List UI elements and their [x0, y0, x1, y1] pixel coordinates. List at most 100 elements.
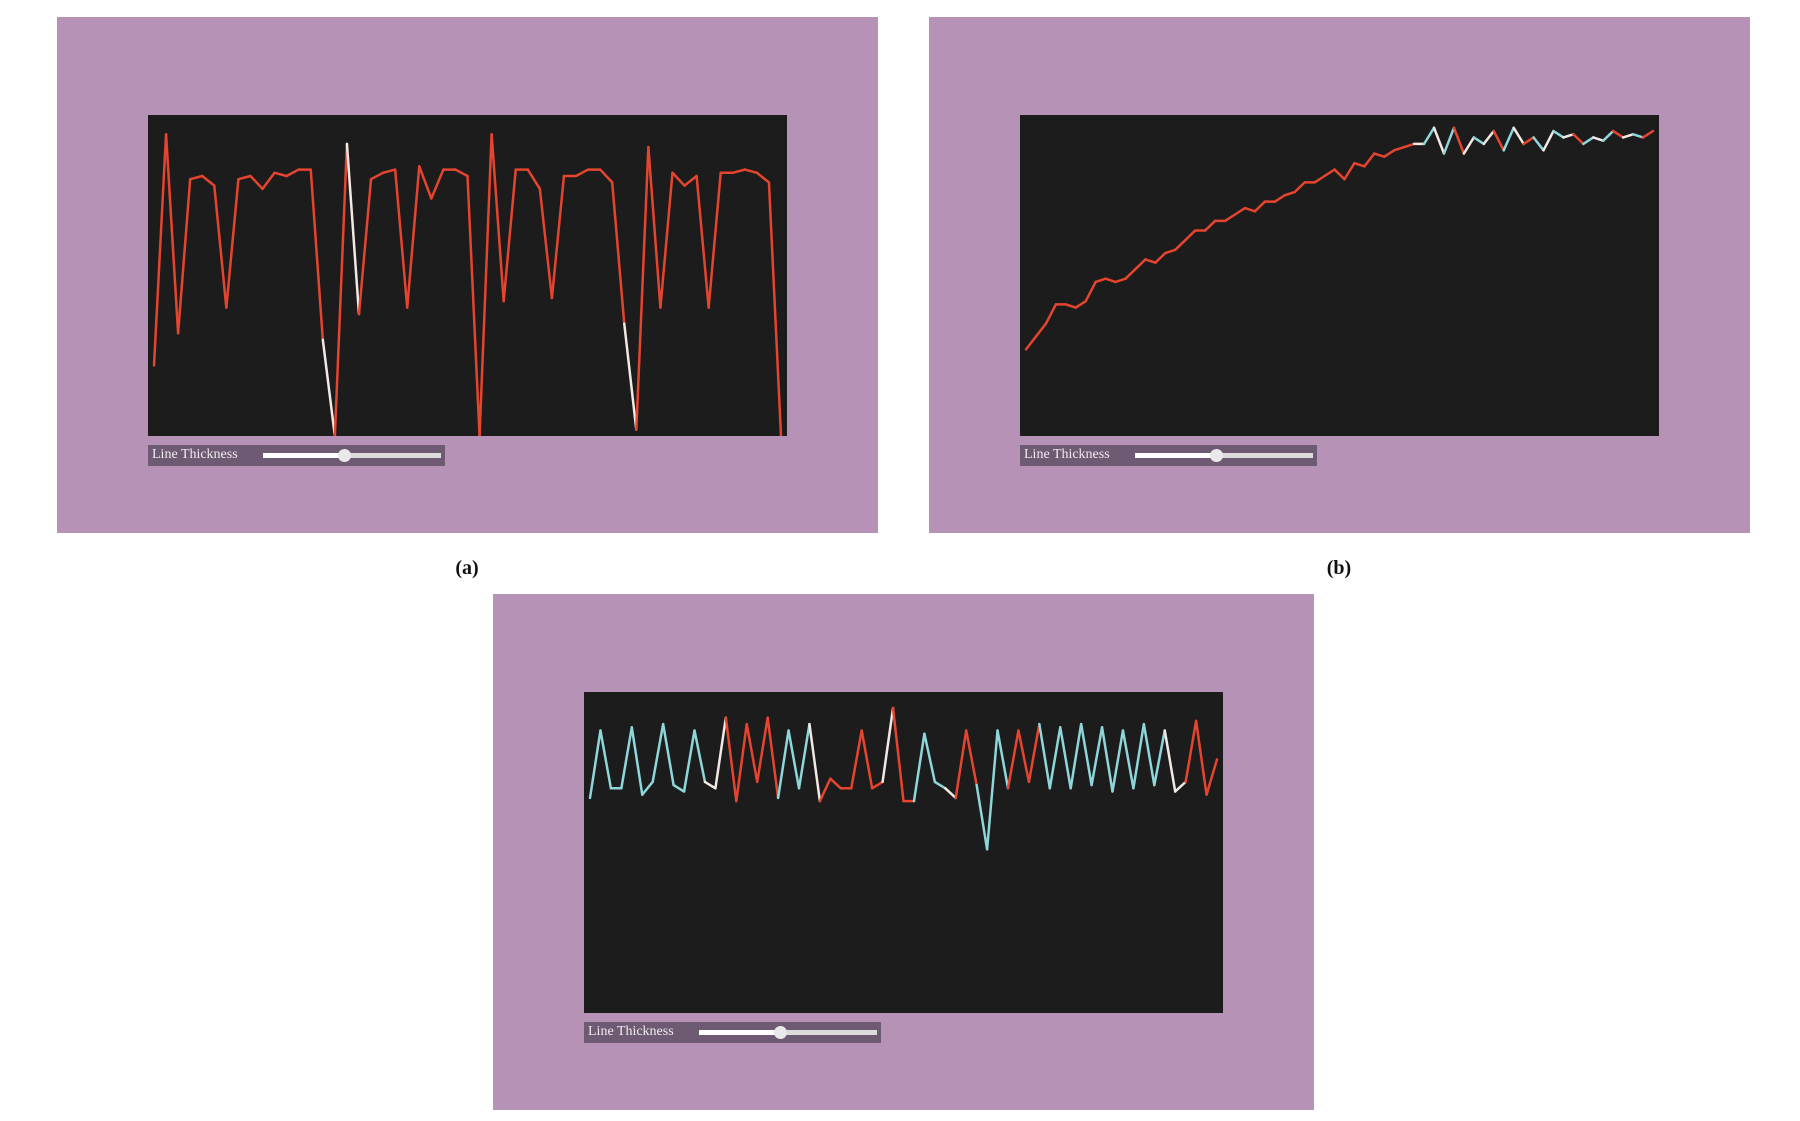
line-segment	[381, 168, 397, 175]
line-segment	[743, 168, 759, 175]
panel: Line Thickness	[57, 17, 878, 533]
line-segment	[1542, 129, 1555, 152]
line-segment	[797, 722, 811, 790]
line-segment	[405, 165, 421, 309]
line-segment	[912, 732, 926, 803]
line-segment	[985, 729, 999, 851]
line-segment	[1512, 126, 1525, 146]
line-segment	[1153, 729, 1166, 787]
line-segment	[891, 706, 905, 803]
line-segment	[683, 174, 698, 187]
caption: (b)	[1326, 557, 1352, 579]
line-segment	[1184, 719, 1198, 784]
line-segment	[1094, 277, 1107, 284]
line-segment	[1621, 133, 1635, 139]
line-segment	[1641, 129, 1655, 139]
chart	[148, 115, 787, 436]
line-segment	[1601, 129, 1615, 142]
line-segment	[659, 171, 674, 309]
line-segment	[225, 177, 240, 309]
line-segment	[661, 722, 675, 787]
line-segment	[188, 174, 204, 181]
line-segment	[635, 145, 650, 431]
line-segment	[1154, 251, 1167, 264]
line-segment	[695, 174, 710, 309]
chart	[1020, 115, 1659, 436]
knob[interactable]	[338, 449, 351, 462]
line-segment	[237, 174, 252, 181]
line-segment	[345, 142, 361, 316]
line-segment	[850, 729, 863, 790]
line-segment	[538, 187, 554, 300]
line-segment	[1273, 194, 1287, 203]
line-segment	[714, 716, 728, 790]
knob[interactable]	[1210, 449, 1223, 462]
line-segment	[1313, 174, 1326, 184]
slider[interactable]: Line Thickness	[148, 445, 445, 466]
slider-label: Line Thickness	[588, 1024, 674, 1039]
line-segment	[1069, 722, 1083, 790]
line-segment	[1059, 726, 1072, 790]
line-segment	[369, 171, 385, 181]
line-segment	[1183, 229, 1197, 242]
line-segment	[1611, 129, 1625, 139]
line-segment	[651, 722, 665, 784]
line-segment	[1582, 136, 1595, 146]
line-segment	[1552, 129, 1565, 139]
line-segment	[1592, 136, 1605, 142]
line-segment	[881, 706, 895, 784]
line-segment	[693, 729, 707, 784]
line-segment	[787, 729, 801, 790]
line-segment	[393, 168, 409, 309]
line-segment	[1124, 267, 1137, 280]
track-fill	[699, 1030, 780, 1035]
track	[1135, 453, 1313, 458]
panel: Line Thickness	[929, 17, 1750, 533]
line-segment	[478, 133, 493, 436]
line-segment	[923, 732, 937, 784]
line-segment	[418, 165, 433, 200]
line-segment	[703, 780, 717, 790]
line-segment	[599, 729, 613, 790]
line-segment	[870, 780, 884, 790]
line-segment	[1163, 729, 1177, 793]
slider-label: Line Thickness	[152, 447, 238, 462]
line-segment	[309, 168, 325, 341]
line-segment	[1432, 126, 1446, 155]
line-segment	[610, 181, 626, 325]
line-segment	[1422, 126, 1436, 146]
line-segment	[672, 783, 686, 793]
line-segment	[671, 171, 686, 187]
line-segment	[944, 787, 957, 800]
line-segment	[1482, 129, 1496, 146]
line-segment	[574, 168, 590, 178]
slider[interactable]: Line Thickness	[584, 1022, 881, 1043]
line-segment	[620, 726, 634, 790]
line-segment	[1104, 277, 1117, 284]
line-segment	[1572, 133, 1585, 146]
line-segment	[623, 322, 638, 431]
line-segment	[200, 174, 216, 187]
line-segment	[829, 777, 843, 790]
panel: Line Thickness	[493, 594, 1314, 1110]
line-segment	[996, 729, 1010, 790]
line-segment	[1532, 136, 1545, 152]
line-segment	[707, 171, 722, 309]
line-segment	[767, 181, 783, 436]
line-segment	[1024, 335, 1038, 351]
line-segment	[647, 145, 662, 309]
line-segment	[1084, 280, 1097, 303]
line-segment	[1392, 145, 1406, 152]
line-segment	[818, 777, 832, 803]
line-segment	[1121, 729, 1135, 790]
line-segment	[526, 168, 542, 191]
line-segment	[1203, 219, 1217, 232]
line-segment	[1462, 136, 1476, 155]
line-segment	[1142, 722, 1156, 787]
line-segment	[466, 174, 481, 436]
line-segment	[1283, 190, 1296, 197]
line-segment	[321, 338, 337, 436]
knob[interactable]	[774, 1026, 787, 1039]
slider[interactable]: Line Thickness	[1020, 445, 1317, 466]
line-segment	[1044, 303, 1058, 325]
